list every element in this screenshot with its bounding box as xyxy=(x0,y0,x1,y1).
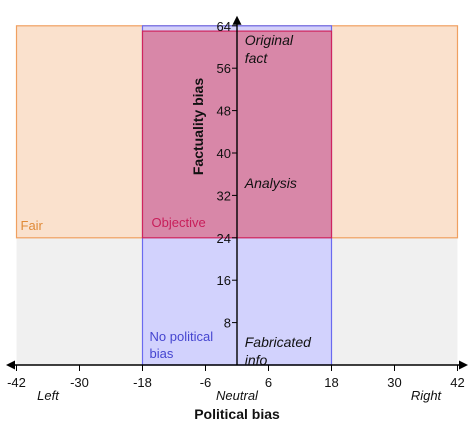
y-tick-label: 40 xyxy=(217,146,231,161)
annotation-line: info xyxy=(245,352,268,368)
original-fact-annotation: Original fact xyxy=(245,32,294,66)
annotation-line: Original xyxy=(245,32,294,48)
x-right-label: Right xyxy=(411,388,443,403)
x-tick-label: 42 xyxy=(450,375,464,390)
y-tick-label: 56 xyxy=(217,61,231,76)
x-tick-label: 18 xyxy=(324,375,338,390)
axes-layer xyxy=(6,15,468,371)
x-left-label: Left xyxy=(37,388,60,403)
x-tick-label: -42 xyxy=(7,375,26,390)
objective-region-label: Objective xyxy=(152,215,206,230)
y-tick-label: 8 xyxy=(224,316,231,331)
x-tick-label: 6 xyxy=(265,375,272,390)
annotation-line: Fabricated xyxy=(245,334,312,350)
y-tick-label: 64 xyxy=(217,19,231,34)
annotation-line: fact xyxy=(245,50,269,66)
y-tick-label: 24 xyxy=(217,231,231,246)
y-tick-label: 48 xyxy=(217,104,231,119)
x-tick-label: 30 xyxy=(387,375,401,390)
analysis-annotation: Analysis xyxy=(244,175,297,191)
x-tick-label: -6 xyxy=(200,375,212,390)
fabricated-info-annotation: Fabricated info xyxy=(245,334,312,368)
no-political-bias-label-line: No political xyxy=(150,329,214,344)
annotation-line: Analysis xyxy=(244,175,297,191)
labels-layer: -42 -30 -18 -6 6 18 30 42 8 16 24 32 40 48 56 64 Left Neu… xyxy=(7,19,465,422)
x-neutral-label: Neutral xyxy=(216,388,259,403)
fair-region-label: Fair xyxy=(21,218,44,233)
x-tick-label: -30 xyxy=(70,375,89,390)
y-tick-label: 16 xyxy=(217,273,231,288)
x-axis-left-arrow xyxy=(6,360,15,370)
y-tick-label: 32 xyxy=(217,188,231,203)
x-axis-right-arrow xyxy=(459,360,468,370)
no-political-bias-region-label: No political bias xyxy=(150,329,214,361)
y-axis-title: Factuality bias xyxy=(190,78,206,175)
no-political-bias-label-line: bias xyxy=(150,346,174,361)
x-tick-label: -18 xyxy=(133,375,152,390)
x-axis-title: Political bias xyxy=(194,406,280,422)
y-axis-arrow xyxy=(232,15,242,25)
